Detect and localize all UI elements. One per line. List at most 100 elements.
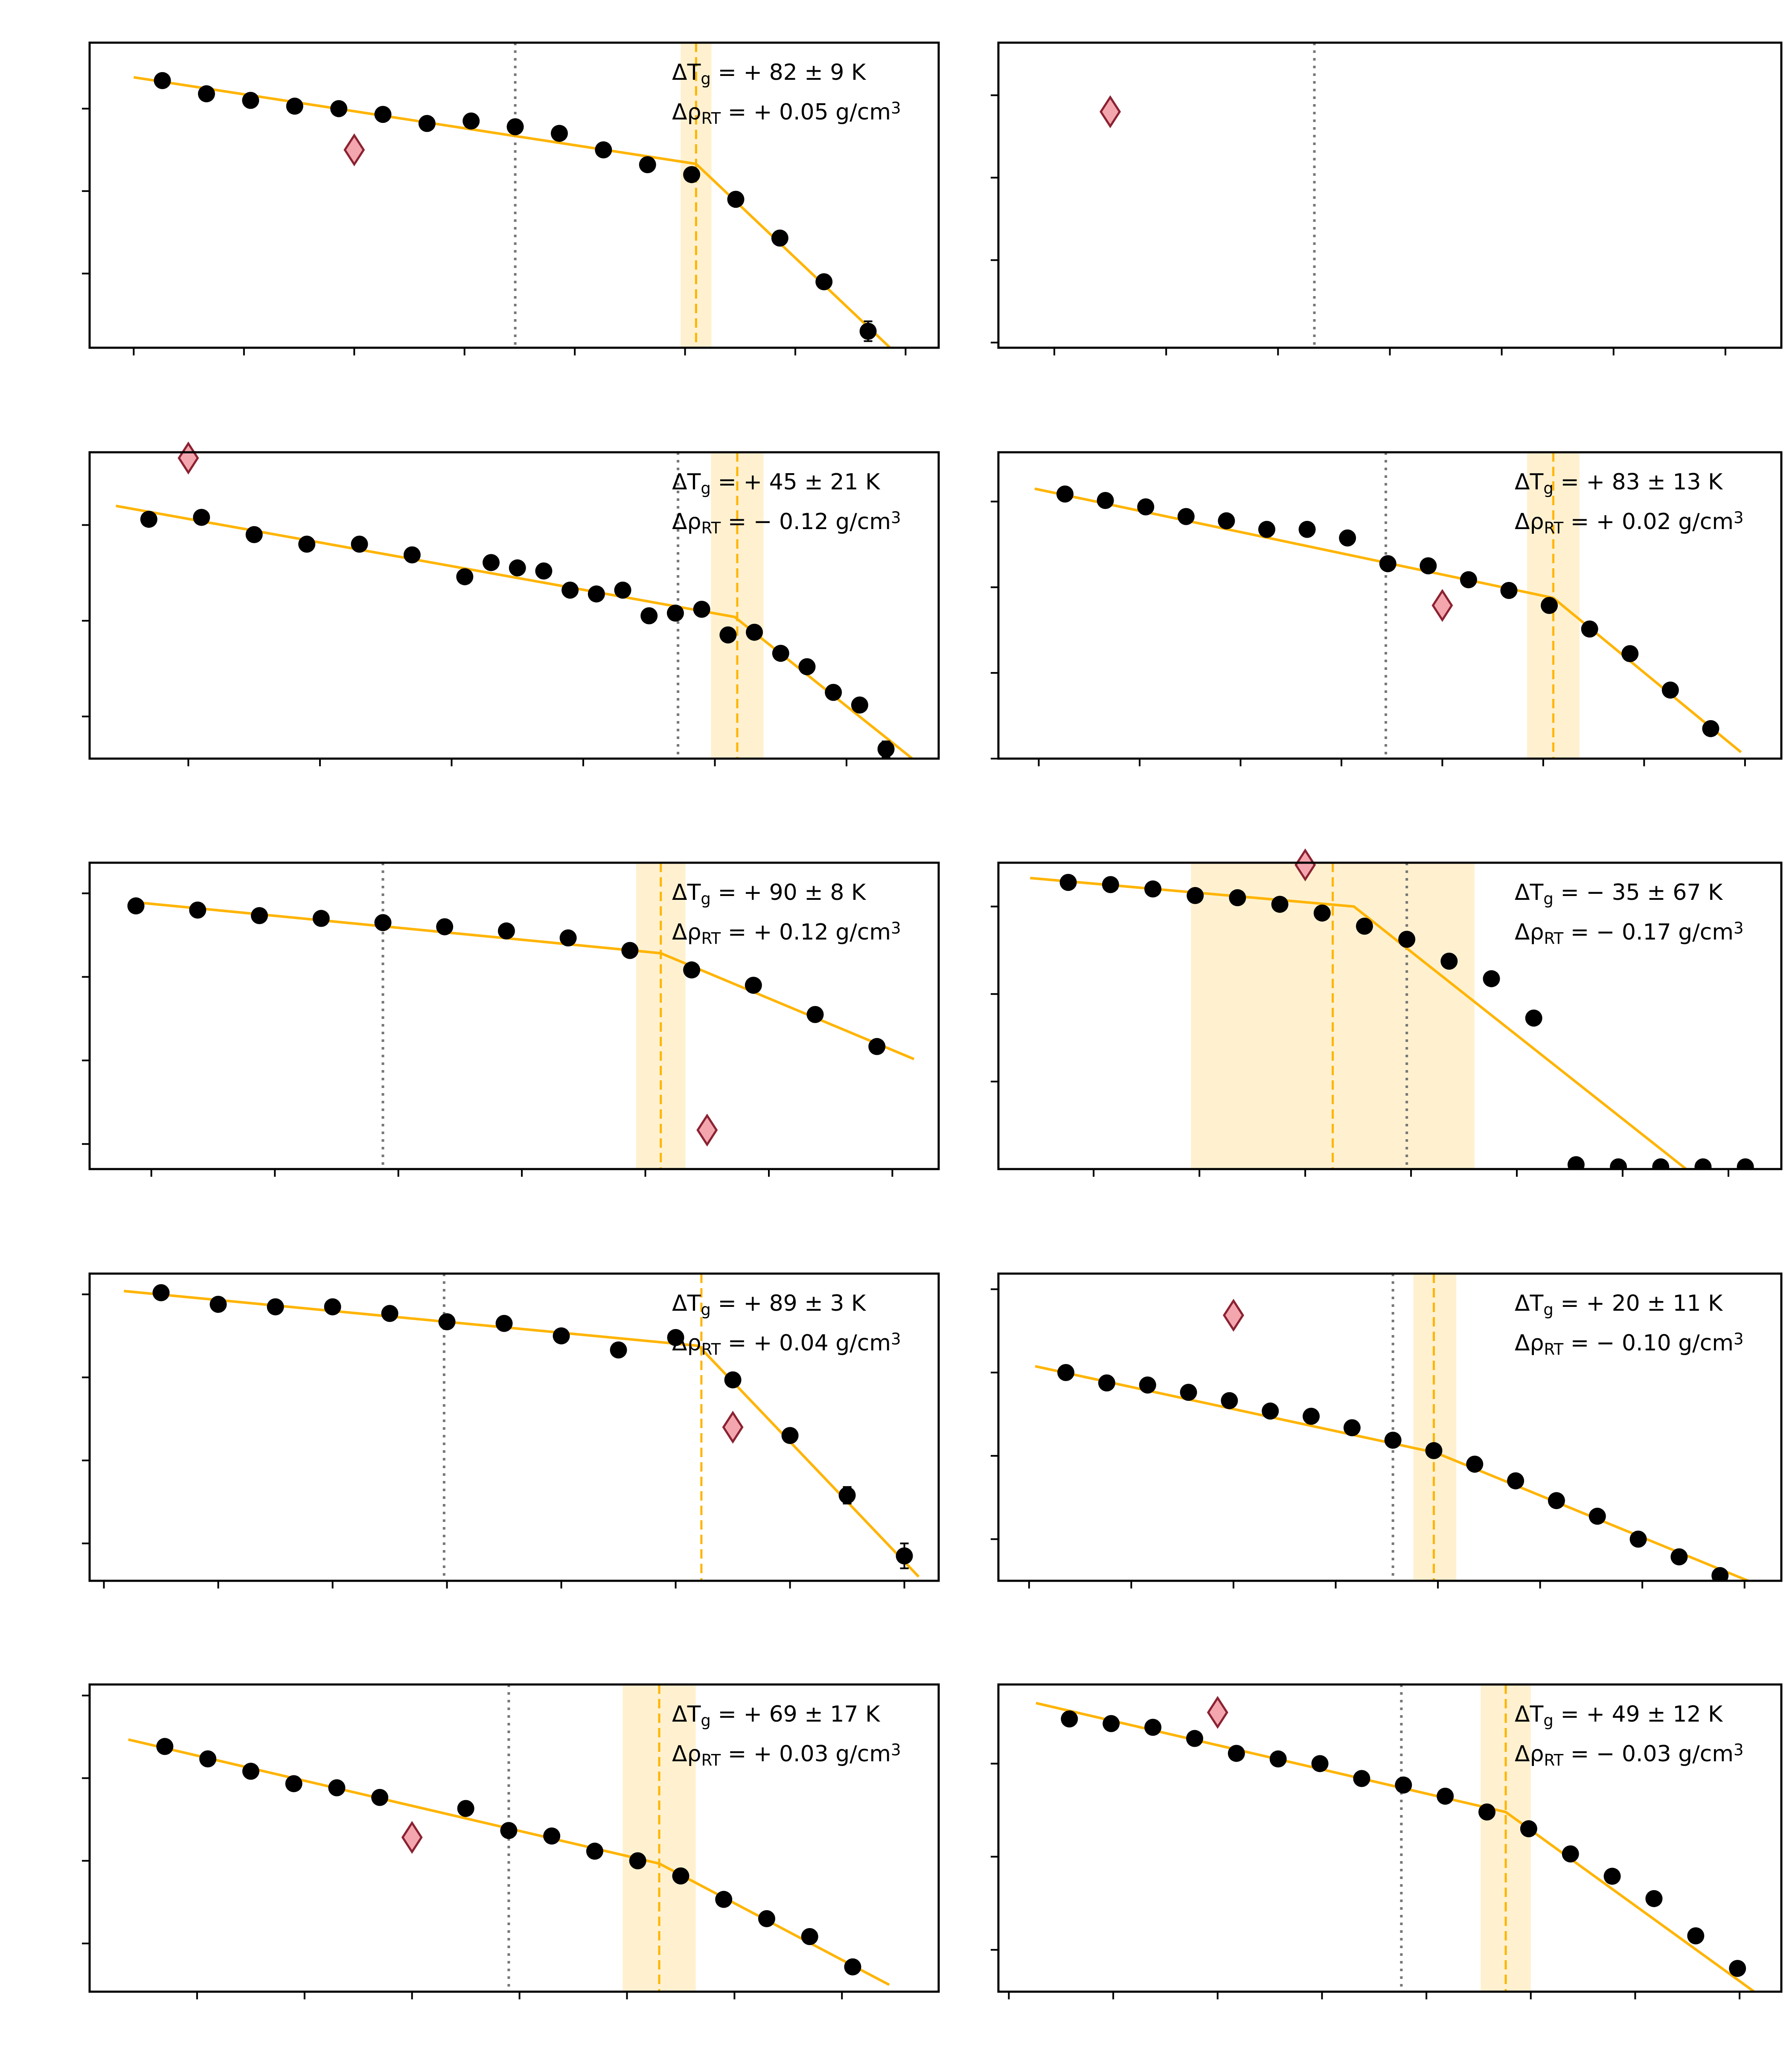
data-point	[242, 1763, 259, 1780]
data-point	[535, 562, 553, 580]
delta-rho-annotation: ΔρRT = − 0.03 g/cm3	[1515, 1741, 1744, 1769]
data-point	[418, 115, 436, 132]
data-point	[1395, 1776, 1412, 1794]
data-point	[1221, 1392, 1238, 1409]
data-point	[1061, 1710, 1078, 1728]
data-point	[1729, 1960, 1746, 1977]
data-point	[1229, 889, 1246, 907]
data-point	[851, 696, 868, 714]
data-point	[500, 1822, 518, 1839]
data-point	[509, 559, 526, 577]
experimental-point-diamond	[1431, 589, 1453, 622]
data-point	[1144, 1719, 1162, 1736]
data-point	[1144, 880, 1162, 898]
data-point	[543, 1827, 561, 1845]
data-point	[1520, 1820, 1537, 1838]
data-point	[330, 100, 348, 117]
data-point	[351, 535, 368, 553]
data-point	[629, 1852, 646, 1870]
data-point	[1398, 931, 1416, 948]
data-point	[457, 1800, 474, 1817]
axes-frame	[997, 1683, 1783, 1993]
data-point	[1478, 1803, 1496, 1821]
data-point	[1466, 1455, 1484, 1473]
data-point	[1629, 1530, 1647, 1548]
data-point	[838, 1487, 856, 1504]
data-point	[374, 914, 392, 931]
delta-rho-annotation: ΔρRT = − 0.12 g/cm3	[672, 509, 901, 537]
data-point	[1610, 1158, 1627, 1169]
data-point	[758, 1910, 775, 1927]
data-point	[324, 1298, 341, 1315]
data-point	[483, 554, 500, 571]
data-point	[154, 72, 171, 89]
delta-rho-annotation: ΔρRT = + 0.04 g/cm3	[672, 1330, 901, 1359]
data-point	[381, 1305, 399, 1322]
data-point	[1645, 1890, 1663, 1907]
data-point	[561, 582, 579, 599]
data-point	[1102, 876, 1119, 893]
experimental-point-diamond	[177, 441, 199, 475]
panel-c: ΔTg = + 90 ± 8 K ΔρRT = + 0.12 g/cm3	[82, 861, 940, 1177]
data-point	[1057, 1364, 1075, 1381]
data-point	[285, 1775, 303, 1792]
data-point	[1687, 1927, 1705, 1945]
data-point	[1621, 645, 1639, 662]
data-point	[1177, 508, 1195, 525]
data-point	[771, 229, 788, 247]
plot-area	[128, 1684, 890, 1992]
data-point	[683, 166, 701, 183]
data-point	[1737, 1158, 1754, 1169]
data-point	[1056, 485, 1074, 503]
data-point	[844, 1958, 861, 1975]
bilinear-fit-line	[129, 900, 915, 1060]
data-point	[724, 1371, 742, 1389]
axes-frame	[997, 861, 1783, 1170]
data-point	[198, 85, 215, 102]
data-point	[245, 526, 263, 543]
data-point	[1187, 887, 1204, 904]
data-point	[436, 918, 454, 936]
data-point	[456, 568, 474, 585]
data-point	[1097, 492, 1114, 509]
axes-frame	[88, 1683, 940, 1993]
experimental-point-diamond	[1223, 1299, 1244, 1332]
data-point	[621, 942, 639, 959]
axes-frame	[997, 41, 1783, 349]
data-point	[140, 511, 157, 528]
data-point	[506, 118, 524, 136]
data-point	[877, 740, 895, 758]
plot-area	[133, 43, 891, 348]
data-point	[693, 600, 710, 618]
data-point	[1180, 1384, 1197, 1401]
experimental-point-diamond	[722, 1411, 744, 1444]
data-point	[801, 1928, 818, 1945]
data-point	[806, 1006, 824, 1023]
data-point	[251, 907, 268, 925]
data-point	[746, 623, 763, 641]
data-point	[1343, 1419, 1361, 1437]
data-point	[772, 645, 789, 662]
data-point	[1548, 1492, 1565, 1510]
data-point	[127, 897, 145, 915]
experimental-point-diamond	[1100, 95, 1121, 128]
panel-h: ΔTg = − 35 ± 67 K ΔρRT = − 0.17 g/cm3	[991, 848, 1783, 1177]
data-point	[550, 125, 568, 142]
data-point	[553, 1327, 570, 1344]
data-point	[1311, 1755, 1329, 1772]
data-point	[666, 604, 684, 622]
data-point	[1218, 512, 1235, 529]
delta-tg-annotation: ΔTg = + 83 ± 13 K	[1515, 469, 1723, 497]
data-point	[463, 112, 480, 130]
experimental-point-diamond	[696, 1114, 718, 1147]
delta-rho-annotation: ΔρRT = + 0.12 g/cm3	[672, 919, 901, 948]
data-point	[199, 1750, 217, 1768]
data-point	[672, 1867, 689, 1885]
data-point	[1269, 1750, 1287, 1768]
data-point	[495, 1315, 513, 1332]
data-point	[595, 141, 612, 159]
delta-rho-annotation: ΔρRT = + 0.03 g/cm3	[672, 1741, 901, 1769]
bilinear-fit-line	[116, 504, 913, 759]
plot-area	[1035, 1274, 1751, 1581]
panel-d: ΔTg = + 89 ± 3 K ΔρRT = + 0.04 g/cm3	[82, 1272, 940, 1588]
